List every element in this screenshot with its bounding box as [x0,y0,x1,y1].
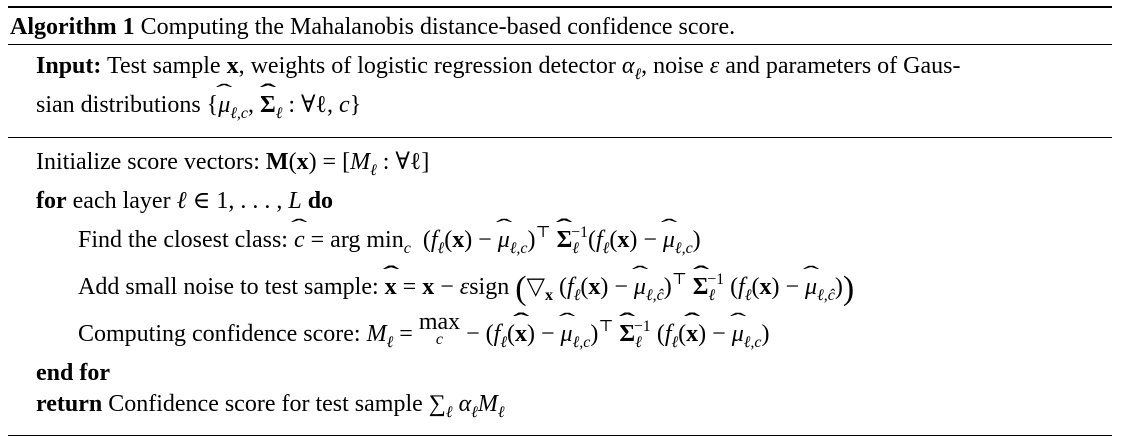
algorithm-caption: Algorithm 1 Computing the Mahalanobis di… [8,8,1112,44]
return-keyword: return [36,391,103,417]
for-keyword: for [36,188,67,214]
do-keyword: do [307,188,334,214]
step-add-noise: Add small noise to test sample: x = x − … [36,264,1112,311]
algorithm-block: Algorithm 1 Computing the Mahalanobis di… [8,6,1112,436]
input-text-2: sian distributions {μℓ,c, Σℓ : ∀ℓ, c} [36,92,361,122]
input-line-2: sian distributions {μℓ,c, Σℓ : ∀ℓ, c} [36,90,1112,129]
caption-title: Computing the Mahalanobis distance-based… [140,14,736,40]
input-section: Input: Test sample x, weights of logisti… [8,45,1112,137]
input-line-1: Input: Test sample x, weights of logisti… [36,51,1112,90]
caption-label: Algorithm 1 [10,14,135,40]
top-rule [8,6,1112,8]
caption-rule [8,44,1112,45]
init-line: Initialize score vectors: M(x) = [Mℓ : ∀… [36,149,430,179]
step-find-closest-class: Find the closest class: c = arg minc (fℓ… [36,217,1112,264]
for-line: for each layer ℓ ∈ 1, . . . , L do [36,188,334,214]
end-for-keyword: end for [36,360,110,386]
input-text-1: Test sample x, weights of logistic regre… [106,53,961,83]
end-for-line: end for [36,358,1112,389]
return-line: return Confidence score for test sample … [36,391,505,421]
step-confidence-score: Computing confidence score: Mℓ = max c − … [36,310,1112,358]
input-rule [8,137,1112,138]
input-label: Input: [36,53,102,79]
algorithm-body: Initialize score vectors: M(x) = [Mℓ : ∀… [8,138,1112,435]
